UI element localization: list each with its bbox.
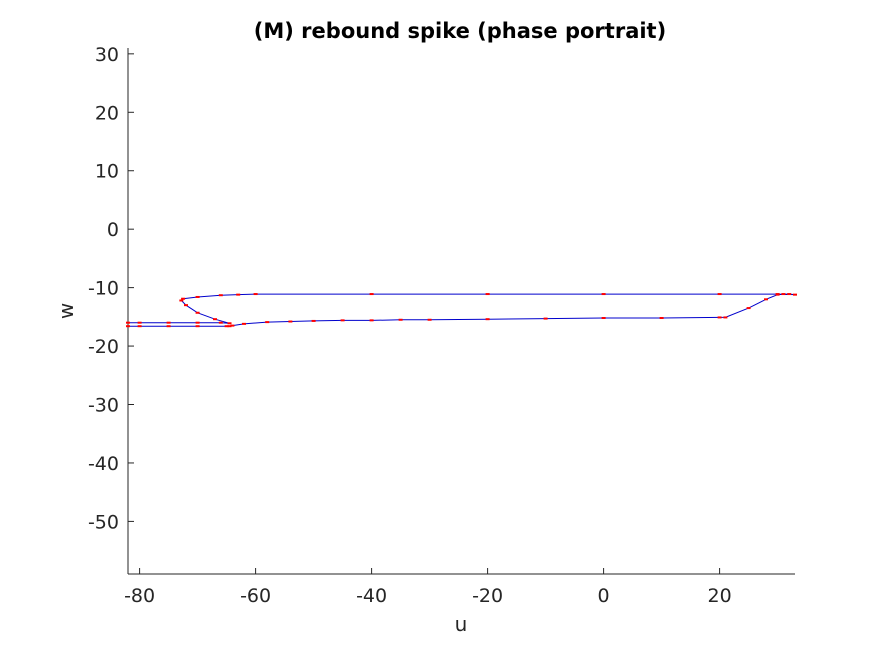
y-tick-label: -30: [88, 395, 119, 417]
y-tick-label: 10: [95, 161, 119, 183]
y-tick-label: 20: [95, 102, 119, 124]
series-group: [126, 293, 797, 328]
series-line: [128, 293, 796, 327]
chart-title: (M) rebound spike (phase portrait): [254, 19, 666, 43]
y-ticks: 30 20 10 0 -10 -20 -30 -40 -50: [88, 44, 134, 533]
y-tick-label: 30: [95, 44, 119, 66]
x-ticks: -80 -60 -40 -20 0 20: [124, 568, 732, 607]
y-axis-label: w: [54, 303, 78, 319]
x-tick-label: -40: [356, 585, 387, 607]
x-tick-label: -60: [240, 585, 271, 607]
x-tick-label: 0: [598, 585, 610, 607]
y-tick-label: -50: [88, 511, 119, 533]
x-tick-label: -80: [124, 585, 155, 607]
axes: [127, 48, 795, 575]
y-tick-label: -10: [88, 278, 119, 300]
x-tick-label: -20: [472, 585, 503, 607]
y-tick-label: 0: [107, 219, 119, 241]
x-axis-label: u: [455, 612, 468, 636]
y-tick-label: -40: [88, 453, 119, 475]
y-tick-label: -20: [88, 336, 119, 358]
x-tick-label: 20: [708, 585, 732, 607]
